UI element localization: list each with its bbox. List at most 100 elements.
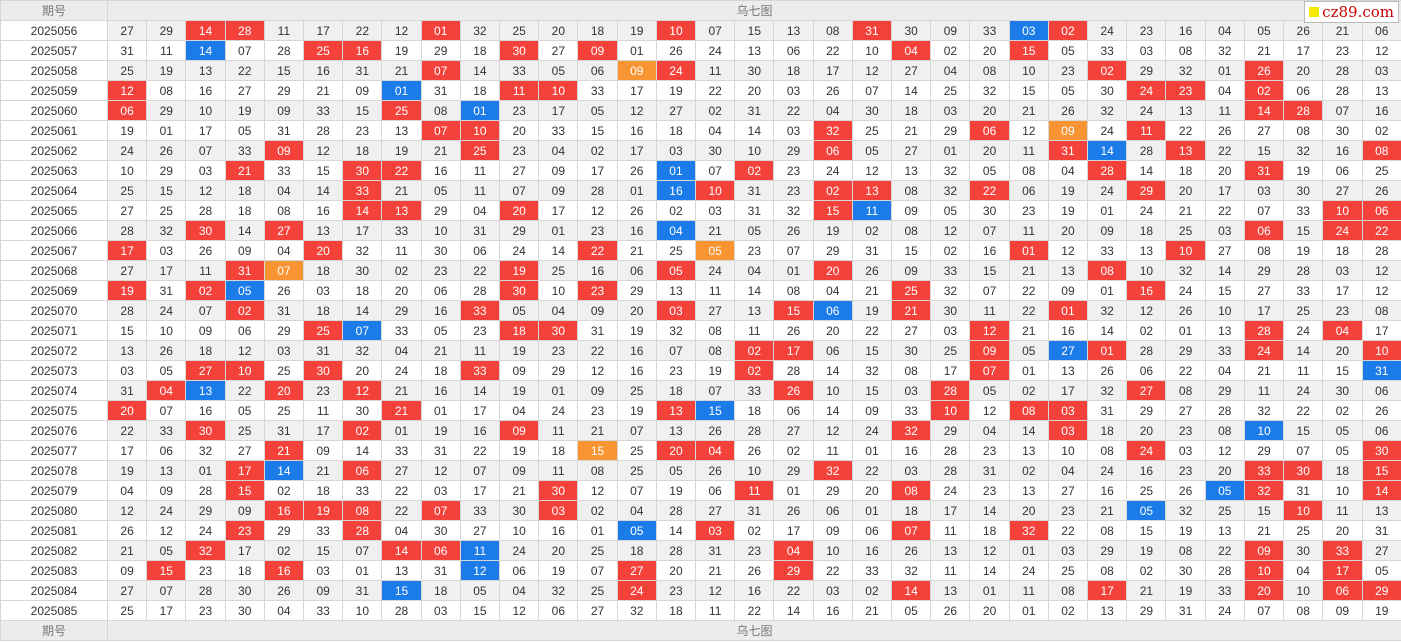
- number-cell: 26: [930, 600, 971, 621]
- number-cell: 15: [1283, 220, 1324, 241]
- number-cell: 01: [851, 440, 893, 461]
- number-cell: 29: [381, 300, 422, 321]
- issue-number: 2025057: [0, 40, 108, 61]
- number-cell: 14: [263, 460, 305, 481]
- issue-number: 2025066: [0, 220, 108, 241]
- table-row: 2025062 24 26 07 33 09 12 18 19 21 25 23 04 02 17 03 30 1…: [0, 140, 1401, 161]
- number-cell: 27: [655, 100, 697, 121]
- number-cell: 32: [1243, 400, 1285, 421]
- number-cell: 15: [1126, 520, 1167, 541]
- number-cell: 28: [1243, 320, 1285, 341]
- number-cell: 31: [459, 220, 501, 241]
- number-cell: 19: [499, 440, 540, 461]
- number-cell: 25: [1283, 520, 1324, 541]
- number-cell: 06: [773, 40, 814, 61]
- number-cell: 02: [695, 100, 736, 121]
- number-cell: 33: [224, 140, 265, 161]
- number-cell: 05: [655, 460, 697, 481]
- number-cell: 15: [851, 340, 893, 361]
- number-cell: 25: [303, 320, 344, 341]
- number-cell: 31: [1165, 600, 1206, 621]
- number-cell: 02: [263, 480, 305, 501]
- table-row: 2025058 25 19 13 22 15 16 31 21 07 14 33 05 06 09 24 11 3…: [0, 60, 1401, 81]
- number-cell: 24: [1243, 340, 1285, 361]
- number-cell: 05: [420, 180, 461, 201]
- number-cell: 32: [969, 80, 1010, 101]
- number-cell: 03: [146, 240, 187, 261]
- number-cell: 19: [1047, 180, 1089, 201]
- number-cell: 30: [1283, 540, 1324, 561]
- number-cell: 15: [1008, 40, 1049, 61]
- number-cell: 18: [420, 580, 461, 601]
- number-cell: 17: [342, 220, 383, 241]
- number-cell: 03: [263, 340, 305, 361]
- table-row: 2025068 27 17 11 31 07 18 30 02 23 22 19 25 16 06 05 24 0…: [0, 260, 1401, 281]
- number-cell: 27: [891, 140, 932, 161]
- number-cell: 07: [420, 60, 461, 81]
- number-cell: 25: [1204, 500, 1245, 521]
- number-cell: 15: [146, 560, 187, 581]
- number-cell: 01: [1008, 600, 1049, 621]
- number-cell: 06: [538, 600, 579, 621]
- number-cell: 19: [812, 220, 853, 241]
- number-cell: 31: [420, 440, 461, 461]
- number-cell: 08: [891, 360, 932, 381]
- number-cell: 21: [381, 400, 422, 421]
- number-cell: 18: [891, 100, 932, 121]
- number-cell: 33: [459, 500, 501, 521]
- number-cell: 21: [1087, 500, 1128, 521]
- number-cell: 30: [420, 520, 461, 541]
- number-cell: 09: [812, 520, 853, 541]
- number-cell: 10: [538, 80, 579, 101]
- number-cell: 08: [1204, 420, 1245, 441]
- number-cell: 06: [616, 260, 657, 281]
- number-cell: 01: [381, 80, 422, 101]
- number-cell: 02: [1361, 120, 1401, 141]
- number-cell: 30: [891, 340, 932, 361]
- number-cell: 11: [930, 520, 971, 541]
- number-cell: 12: [420, 460, 461, 481]
- number-cell: 08: [1087, 520, 1128, 541]
- number-cell: 26: [1087, 360, 1128, 381]
- number-cell: 08: [1165, 540, 1206, 561]
- number-cell: 01: [420, 20, 461, 41]
- number-cell: 16: [185, 80, 226, 101]
- number-cell: 02: [655, 200, 697, 221]
- number-cell: 08: [1087, 260, 1128, 281]
- number-cell: 05: [969, 380, 1010, 401]
- number-cell: 02: [1087, 60, 1128, 81]
- number-cell: 25: [381, 100, 422, 121]
- number-cell: 19: [381, 40, 422, 61]
- issue-number: 2025085: [0, 600, 108, 621]
- number-cell: 20: [969, 100, 1010, 121]
- number-cell: 06: [1283, 80, 1324, 101]
- number-cell: 10: [695, 180, 736, 201]
- number-cell: 07: [1243, 600, 1285, 621]
- number-cell: 30: [1322, 380, 1363, 401]
- number-cell: 06: [224, 320, 265, 341]
- number-cell: 33: [1204, 340, 1245, 361]
- number-cell: 21: [1243, 520, 1285, 541]
- number-cell: 08: [773, 280, 814, 301]
- number-cell: 07: [616, 420, 657, 441]
- number-cell: 03: [930, 100, 971, 121]
- number-cell: 04: [969, 420, 1010, 441]
- number-cell: 22: [1165, 360, 1206, 381]
- number-cell: 26: [1165, 300, 1206, 321]
- number-cell: 24: [695, 40, 736, 61]
- number-cell: 22: [577, 240, 618, 261]
- number-cell: 08: [1165, 380, 1206, 401]
- number-cell: 33: [342, 180, 383, 201]
- number-cell: 03: [773, 80, 814, 101]
- issue-number: 2025063: [0, 160, 108, 181]
- number-cell: 16: [969, 240, 1010, 261]
- number-cell: 08: [812, 20, 853, 41]
- number-cell: 17: [616, 80, 657, 101]
- number-cell: 07: [577, 560, 618, 581]
- number-cell: 01: [969, 580, 1010, 601]
- number-cell: 11: [459, 160, 501, 181]
- table-row: 2025067 17 03 26 09 04 20 32 11 30 06 24 14 22 21 25 05 2…: [0, 240, 1401, 261]
- number-cell: 15: [812, 200, 853, 221]
- number-cell: 33: [303, 100, 344, 121]
- site-logo[interactable]: cz89.com: [1304, 1, 1399, 23]
